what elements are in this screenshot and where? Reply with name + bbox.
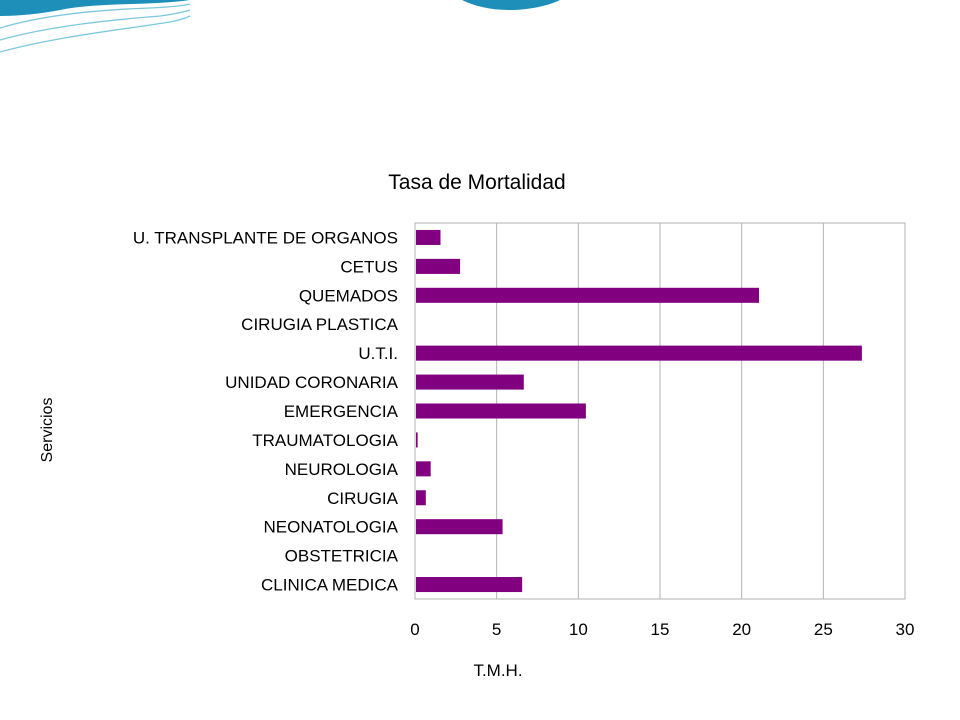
- category-label: QUEMADOS: [299, 286, 398, 305]
- wave-top-center-fill: [462, 0, 560, 10]
- bar: [416, 287, 759, 303]
- x-tick-label: 10: [569, 620, 588, 639]
- category-label: CLINICA MEDICA: [261, 576, 399, 595]
- bar: [416, 229, 441, 245]
- bar: [416, 345, 862, 361]
- x-tick-label: 15: [651, 620, 670, 639]
- x-tick-labels: 0 5 10 15 20 25 30: [410, 620, 914, 639]
- wave-top-left-fill: [0, 0, 190, 16]
- x-axis-label: T.M.H.: [473, 661, 522, 680]
- category-label: OBSTETRICIA: [285, 547, 399, 566]
- x-tick-label: 20: [732, 620, 751, 639]
- bar: [416, 577, 523, 593]
- wave-line-3: [0, 15, 191, 53]
- category-label: CETUS: [340, 257, 398, 276]
- wave-line-2: [0, 9, 191, 41]
- category-labels: U. TRANSPLANTE DE ORGANOS CETUS QUEMADOS CI…: [133, 228, 399, 594]
- chart-title: Tasa de Mortalidad: [388, 171, 565, 194]
- bar: [416, 432, 418, 448]
- bar: [416, 490, 426, 506]
- bars-group: [416, 229, 862, 593]
- category-label: U. TRANSPLANTE DE ORGANOS: [133, 228, 398, 247]
- category-label: NEUROLOGIA: [285, 460, 399, 479]
- category-label: NEONATOLOGIA: [264, 518, 399, 537]
- bar: [416, 519, 503, 535]
- category-label: CIRUGIA PLASTICA: [241, 315, 398, 334]
- category-label: CIRUGIA: [327, 489, 399, 508]
- bar: [416, 403, 586, 419]
- bar: [416, 258, 461, 274]
- x-tick-label: 0: [410, 620, 419, 639]
- category-label: UNIDAD CORONARIA: [225, 373, 399, 392]
- wave-line-1: [0, 3, 191, 29]
- category-label: TRAUMATOLOGIA: [252, 431, 398, 450]
- x-tick-label: 25: [814, 620, 833, 639]
- x-tick-label: 30: [896, 620, 915, 639]
- category-label: U.T.I.: [358, 344, 398, 363]
- bar: [416, 374, 524, 390]
- bar: [416, 461, 431, 477]
- category-label: EMERGENCIA: [284, 402, 399, 421]
- x-tick-label: 5: [492, 620, 501, 639]
- y-axis-label: Servicios: [39, 398, 56, 463]
